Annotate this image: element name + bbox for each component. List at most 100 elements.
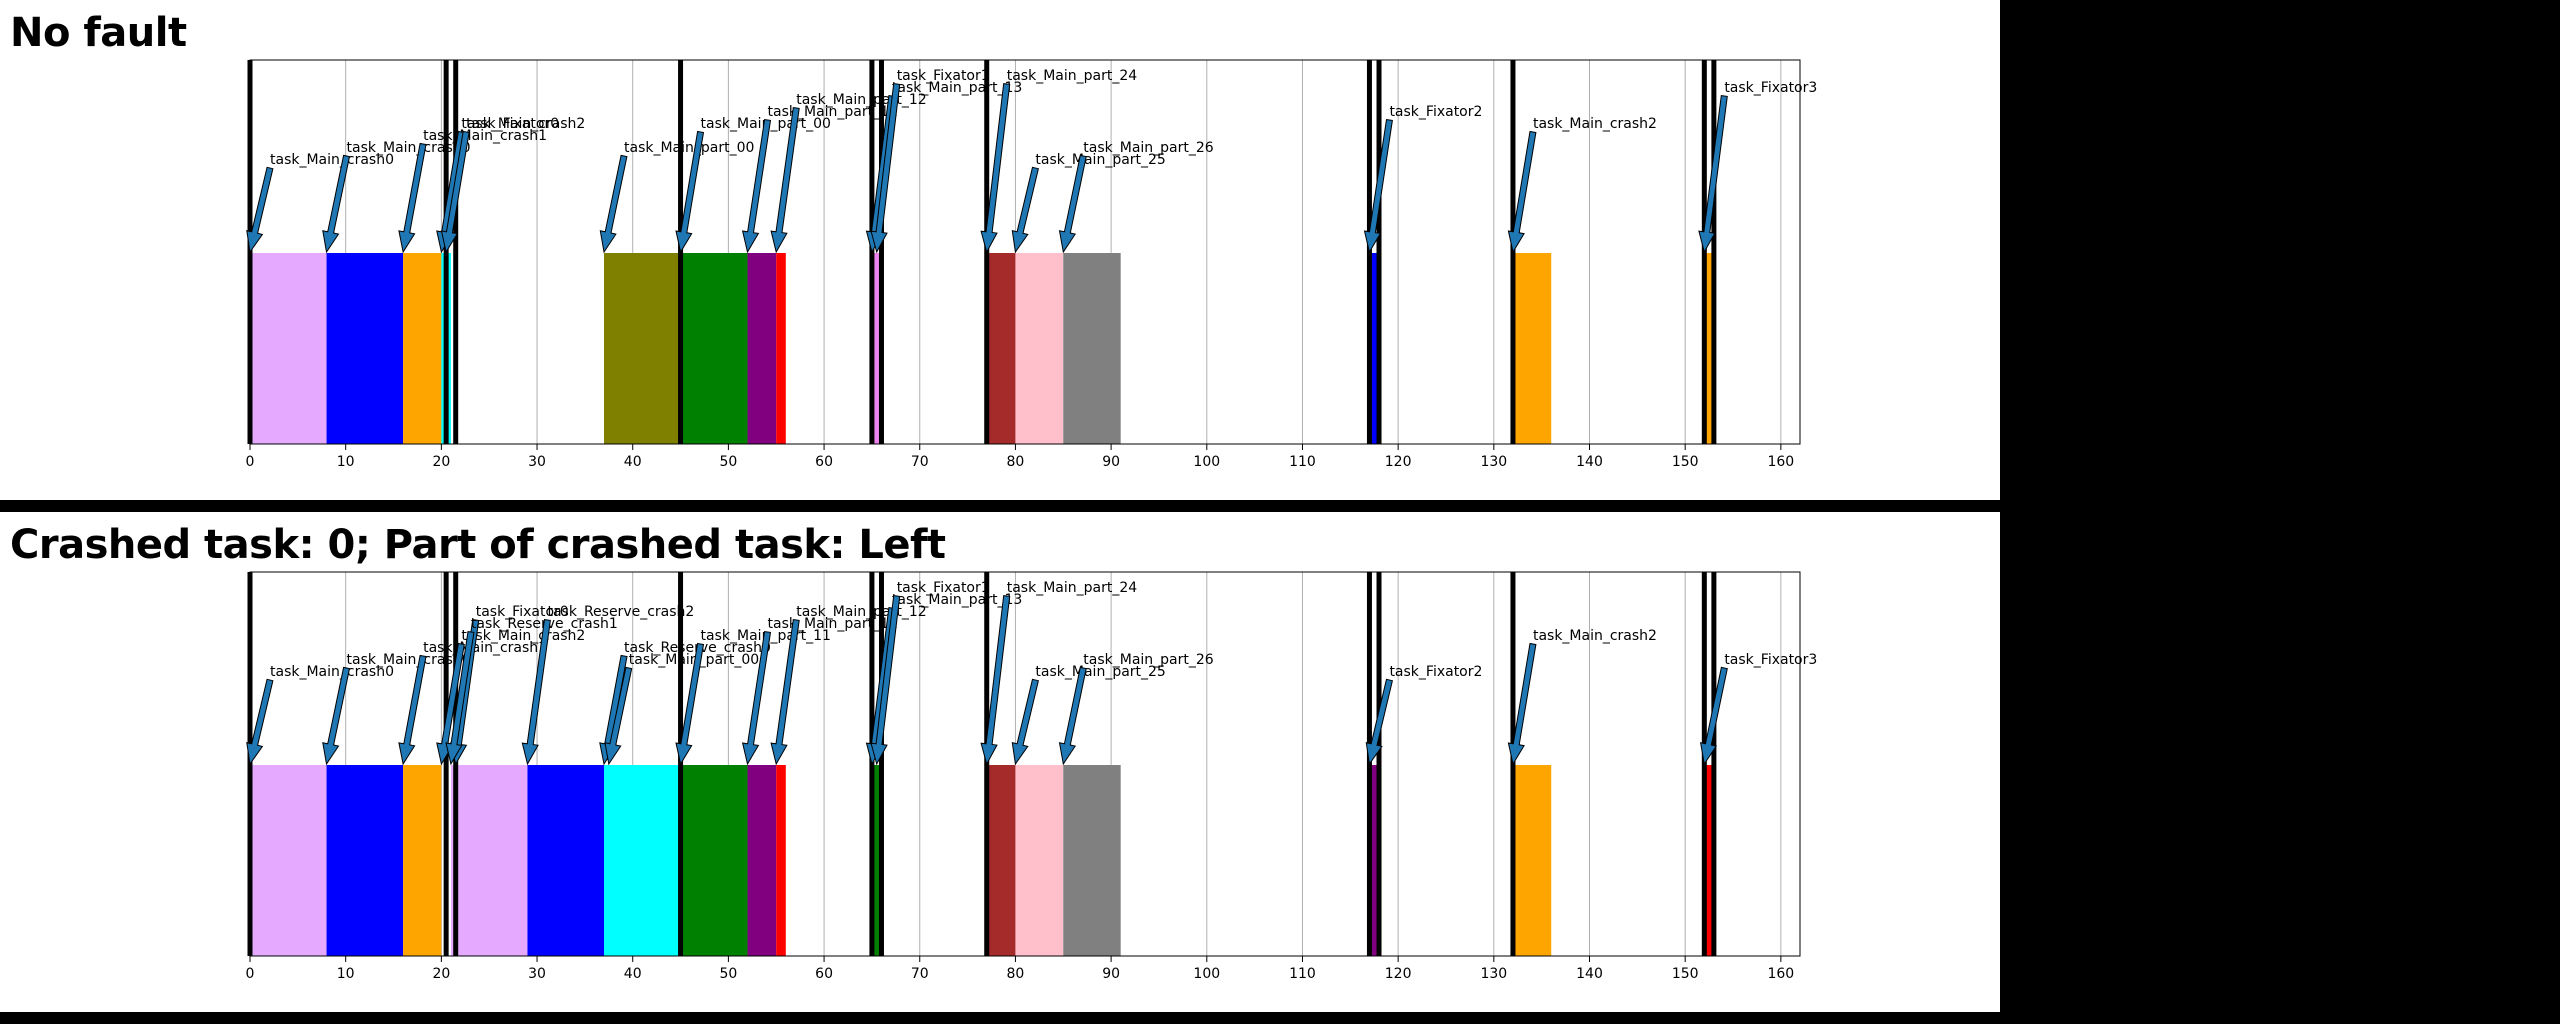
- annotation-label: task_Main_part_13: [892, 592, 1022, 608]
- gantt-bar: [1063, 253, 1121, 444]
- annotation-arrow: [322, 666, 351, 766]
- gantt-bar: [1704, 253, 1714, 444]
- x-tick-label: 60: [815, 454, 833, 470]
- gantt-bar: [871, 253, 882, 444]
- x-tick-label: 150: [1672, 454, 1699, 470]
- gantt-bar: [604, 253, 681, 444]
- annotation-label: task_Main_crash0: [270, 664, 394, 680]
- annotation-arrow: [741, 631, 772, 766]
- x-tick-label: 120: [1385, 454, 1412, 470]
- annotation-label: task_Fixator1: [897, 68, 990, 84]
- gantt-bar: [326, 765, 404, 956]
- x-tick-label: 40: [624, 966, 642, 982]
- x-tick-label: 80: [1007, 966, 1025, 982]
- x-tick-label: 70: [911, 966, 929, 982]
- annotation-arrow: [770, 107, 800, 254]
- annotation-arrow: [675, 130, 705, 254]
- x-tick-label: 140: [1576, 966, 1603, 982]
- gantt-chart: 0 10 20 30 40 50 60 70 80 90 100 110 120 130 140 150 160…: [246, 59, 1817, 470]
- annotation-arrow: [322, 154, 351, 254]
- annotation-arrow: [398, 142, 427, 254]
- annotation-label: task_Main_crash0: [347, 652, 471, 668]
- gantt-bar: [680, 765, 748, 956]
- gantt-bar: [326, 253, 404, 444]
- gantt-bar: [986, 765, 1016, 956]
- x-tick-label: 150: [1672, 966, 1699, 982]
- annotation-label: task_Main_part_00: [629, 652, 759, 668]
- annotation-arrow: [870, 595, 901, 766]
- gantt-bar: [403, 765, 442, 956]
- annotation-label: task_Fixator1: [897, 580, 990, 596]
- gantt-bar: [680, 253, 748, 444]
- x-tick-label: 100: [1193, 966, 1220, 982]
- gantt-bar: [1015, 765, 1064, 956]
- annotation-label: task_Reserve_crash2: [547, 604, 694, 620]
- annotation-label: task_Main_part_11: [768, 104, 898, 120]
- x-tick-label: 20: [432, 454, 450, 470]
- annotation-arrow: [1365, 678, 1394, 766]
- annotation-label: task_Main_part_26: [1083, 652, 1214, 668]
- gantt-bar: [871, 765, 882, 956]
- annotation-arrow: [599, 154, 628, 254]
- x-tick-label: 130: [1480, 454, 1507, 470]
- x-tick-label: 160: [1767, 454, 1794, 470]
- gantt-bar: [776, 765, 786, 956]
- annotation-label: task_Main_crash0: [347, 140, 471, 156]
- x-tick-label: 70: [911, 454, 929, 470]
- annotation-arrow: [246, 166, 274, 254]
- gantt-bar: [403, 253, 442, 444]
- annotation-label: task_Main_crash2: [461, 116, 585, 132]
- annotation-arrow: [1011, 166, 1040, 254]
- chart-panel-crashed-task: Crashed task: 0; Part of crashed task: L…: [0, 512, 2000, 1012]
- x-tick-label: 50: [719, 966, 737, 982]
- gantt-bar: [1015, 253, 1064, 444]
- gantt-bar: [527, 765, 605, 956]
- gantt-bar: [250, 765, 327, 956]
- annotation-arrow: [1698, 95, 1728, 254]
- x-tick-label: 10: [337, 966, 355, 982]
- annotation-label: task_Main_part_11: [768, 616, 898, 632]
- annotation-label: task_Main_part_24: [1007, 68, 1138, 84]
- annotation-label: task_Fixator0: [476, 604, 569, 620]
- x-tick-label: 10: [337, 454, 355, 470]
- annotation-label: task_Fixator0: [466, 116, 559, 132]
- chart-panel-no-fault: No fault 0 10 20 30 40 50 60 70 80 90 100 110 120 130…: [0, 0, 2000, 500]
- annotation-arrow: [246, 678, 274, 766]
- annotation-arrow: [1699, 666, 1728, 766]
- chart-title: Crashed task: 0; Part of crashed task: L…: [10, 522, 946, 568]
- x-tick-label: 20: [432, 966, 450, 982]
- x-tick-label: 40: [624, 454, 642, 470]
- x-tick-label: 90: [1102, 454, 1120, 470]
- gantt-bar: [604, 765, 681, 956]
- gantt-bar: [1512, 253, 1552, 444]
- gantt-bar: [450, 765, 528, 956]
- annotation-arrow: [675, 642, 705, 766]
- gantt-chart: 0 10 20 30 40 50 60 70 80 90 100 110 120 130 140 150 160…: [246, 571, 1817, 982]
- annotation-arrow: [980, 595, 1011, 766]
- annotation-arrow: [1507, 642, 1537, 766]
- gantt-bar: [1369, 765, 1380, 956]
- x-tick-label: 90: [1102, 966, 1120, 982]
- gantt-bar: [1369, 253, 1380, 444]
- annotation-arrow: [1011, 678, 1040, 766]
- annotation-label: task_Main_crash1: [423, 640, 547, 656]
- annotation-arrow: [604, 666, 633, 766]
- annotation-arrow: [870, 83, 901, 254]
- gantt-bar: [1512, 765, 1552, 956]
- gantt-bar: [986, 253, 1016, 444]
- x-tick-label: 100: [1193, 454, 1220, 470]
- annotation-arrow: [445, 631, 475, 766]
- gantt-bar: [747, 765, 777, 956]
- annotation-arrow: [770, 619, 800, 766]
- annotation-label: task_Fixator2: [1389, 664, 1482, 680]
- annotation-label: task_Main_crash2: [461, 628, 585, 644]
- x-tick-label: 160: [1767, 966, 1794, 982]
- annotation-label: task_Main_part_24: [1007, 580, 1138, 596]
- annotation-label: task_Main_part_13: [892, 80, 1022, 96]
- annotation-arrow: [1363, 119, 1393, 254]
- x-tick-label: 110: [1289, 454, 1316, 470]
- gantt-bar: [250, 253, 327, 444]
- annotation-arrow: [980, 83, 1011, 254]
- gantt-bar: [747, 253, 777, 444]
- annotation-arrow: [440, 130, 470, 254]
